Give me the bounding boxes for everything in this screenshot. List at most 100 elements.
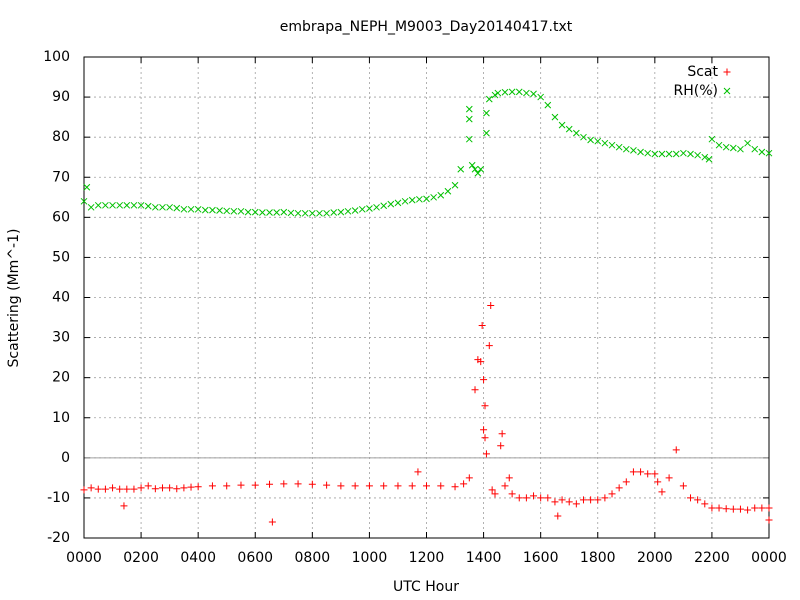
point bbox=[765, 516, 773, 524]
y-tick-label: -20 bbox=[47, 530, 70, 546]
point bbox=[515, 88, 523, 96]
point bbox=[465, 474, 473, 482]
point bbox=[365, 482, 373, 490]
point bbox=[580, 133, 587, 141]
point bbox=[323, 209, 330, 217]
point bbox=[694, 496, 702, 504]
plot-frame bbox=[83, 56, 770, 539]
point bbox=[498, 430, 506, 438]
legend-label: RH(%) bbox=[674, 83, 718, 99]
point bbox=[480, 376, 488, 384]
point bbox=[268, 518, 276, 526]
point bbox=[615, 484, 623, 492]
point bbox=[387, 200, 395, 208]
point bbox=[337, 482, 345, 490]
x-tick-label: 2200 bbox=[694, 550, 730, 566]
point bbox=[658, 150, 666, 158]
y-tick-label: 30 bbox=[52, 330, 70, 346]
y-tick-label: 70 bbox=[52, 169, 70, 185]
point bbox=[672, 150, 680, 158]
point bbox=[408, 196, 416, 204]
point bbox=[765, 504, 773, 512]
y-tick-label: 20 bbox=[52, 370, 70, 386]
point bbox=[751, 145, 759, 153]
point bbox=[572, 129, 580, 137]
point bbox=[551, 113, 559, 121]
point bbox=[237, 481, 245, 489]
point bbox=[481, 402, 489, 410]
point bbox=[744, 506, 752, 514]
legend-marker bbox=[723, 87, 731, 95]
x-tick-label: 1800 bbox=[580, 550, 616, 566]
x-tick-label: 0800 bbox=[295, 550, 331, 566]
point bbox=[530, 492, 538, 500]
y-tick-label: 80 bbox=[52, 129, 70, 145]
point bbox=[758, 504, 766, 512]
point bbox=[380, 202, 388, 210]
point bbox=[444, 187, 452, 195]
point bbox=[158, 484, 166, 492]
point bbox=[622, 145, 630, 153]
point bbox=[705, 155, 713, 163]
point bbox=[308, 480, 316, 488]
legend-label: Scat bbox=[687, 64, 718, 80]
point bbox=[491, 91, 499, 99]
point bbox=[491, 490, 499, 498]
point bbox=[465, 115, 473, 123]
point bbox=[351, 482, 359, 490]
point bbox=[280, 480, 288, 488]
point bbox=[144, 482, 152, 490]
point bbox=[537, 93, 545, 101]
point bbox=[223, 207, 231, 215]
point bbox=[173, 485, 181, 493]
point bbox=[501, 482, 509, 490]
point bbox=[187, 205, 195, 213]
point bbox=[708, 504, 716, 512]
point bbox=[487, 302, 495, 310]
point bbox=[173, 204, 181, 212]
point bbox=[630, 147, 637, 154]
point bbox=[358, 205, 366, 213]
point bbox=[637, 468, 645, 476]
point bbox=[551, 498, 559, 506]
point bbox=[558, 121, 566, 129]
point bbox=[180, 205, 188, 213]
point bbox=[644, 470, 652, 478]
point bbox=[485, 342, 493, 350]
x-tick-label: 1000 bbox=[352, 550, 388, 566]
y-tick-label: 50 bbox=[52, 249, 70, 265]
point bbox=[672, 446, 680, 454]
point bbox=[465, 105, 473, 113]
point bbox=[144, 202, 152, 210]
point bbox=[423, 195, 430, 203]
y-tick-label: 100 bbox=[43, 49, 70, 65]
point bbox=[558, 496, 566, 504]
point bbox=[437, 191, 445, 199]
point bbox=[544, 494, 552, 502]
point bbox=[201, 206, 209, 214]
point bbox=[729, 144, 737, 152]
point bbox=[481, 434, 489, 442]
point bbox=[488, 486, 496, 494]
point bbox=[102, 201, 109, 209]
point bbox=[94, 201, 102, 209]
y-tick-label: -10 bbox=[47, 490, 70, 506]
point bbox=[658, 488, 666, 496]
point bbox=[565, 125, 573, 133]
point bbox=[266, 209, 273, 216]
point bbox=[522, 494, 530, 502]
point bbox=[497, 442, 505, 450]
point bbox=[137, 201, 145, 209]
x-tick-label: 0600 bbox=[237, 550, 273, 566]
point bbox=[130, 485, 138, 493]
point bbox=[109, 201, 116, 209]
point bbox=[477, 358, 485, 366]
point bbox=[651, 470, 659, 478]
point bbox=[159, 203, 166, 211]
point bbox=[166, 484, 174, 492]
point bbox=[515, 494, 523, 502]
point bbox=[501, 88, 509, 96]
point bbox=[629, 468, 637, 476]
point bbox=[751, 504, 759, 512]
point bbox=[251, 481, 259, 489]
